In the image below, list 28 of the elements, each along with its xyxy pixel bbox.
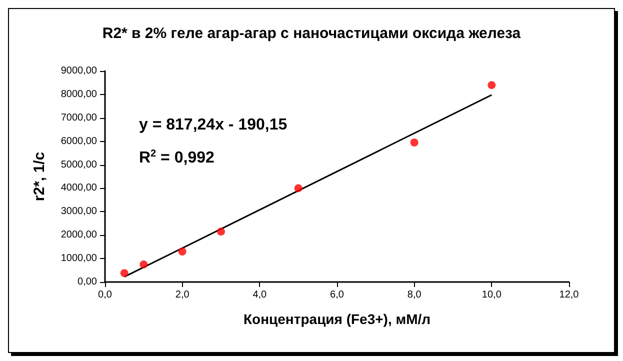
point (410, 138, 418, 147)
x-tick-label: 4,0 (252, 290, 268, 300)
x-tick-label: 0,0 (98, 290, 112, 300)
x-tick-label: 6,0 (330, 290, 344, 300)
point (217, 228, 225, 236)
y-tick-label: 5000,00 (60, 159, 98, 170)
y-tick-label: 6000,00 (60, 136, 98, 147)
x-tick-label: 12,0 (559, 290, 580, 300)
point (294, 184, 302, 192)
y-tick-label: 1000,00 (60, 253, 98, 264)
x-tick-label: 10,0 (482, 290, 502, 300)
y-tick-label: 4000,00 (60, 182, 98, 194)
y-tick-label: 9000,00 (60, 66, 98, 76)
x-tick-label: 2,0 (175, 290, 190, 300)
chart-title: R2* в 2% геле агар-агар с наночастицами оксида железа (102, 25, 522, 42)
y-tick-label: 3000,00 (60, 206, 98, 218)
y-tick-label: 8000,00 (60, 88, 98, 100)
y-tick-label: 0,00 (78, 276, 98, 288)
y-tick-label: 7000,00 (60, 112, 98, 124)
y-axis-title: r2*, 1/c (31, 152, 48, 202)
annotation: y = 817,24x - 190,15 (139, 116, 288, 134)
point (488, 81, 496, 90)
point (140, 260, 148, 268)
x-tick-label: 8,0 (407, 290, 422, 300)
point (120, 269, 128, 278)
point (178, 248, 186, 256)
y-tick-label: 2000,00 (60, 230, 98, 241)
x-axis-title: Концентрация (Fe3+), мМ/л (243, 311, 431, 327)
